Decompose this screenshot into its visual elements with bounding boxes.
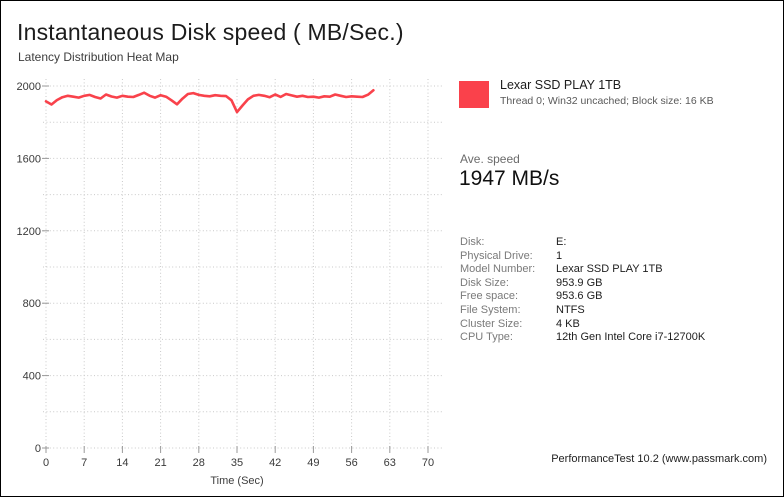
disk-info-value: NTFS [556,303,585,316]
x-tick-label: 14 [116,457,128,469]
y-tick-label: 800 [23,298,41,310]
y-tick-label: 400 [23,371,41,383]
legend-series-title: Lexar SSD PLAY 1TB [500,78,622,92]
disk-info-label: Disk: [460,236,485,248]
disk-info-label: Disk Size: [460,276,509,289]
legend-series-subtitle: Thread 0; Win32 uncached; Block size: 16… [500,95,714,107]
y-tick-label: 0 [35,443,41,455]
y-tick-label: 1200 [17,226,41,238]
disk-info-value: E: [556,236,567,248]
disk-info-value: Lexar SSD PLAY 1TB [556,263,663,276]
disk-info-value: 12th Gen Intel Core i7-12700K [556,331,706,344]
x-tick-label: 56 [345,457,357,469]
disk-info-label: CPU Type: [460,331,513,344]
x-tick-label: 28 [193,457,205,469]
x-tick-label: 70 [422,457,434,469]
y-tick-label: 2000 [17,81,41,93]
disk-speed-chart: 0 400 800 1200 1600 2000 0 7 14 21 28 35 42 49 56 63 70 T… [17,79,444,487]
disk-info-value: 953.9 GB [556,276,603,289]
disk-info-table: Disk: E: Physical Drive: 1 Model Number: Lexa… [460,236,705,345]
x-tick-label: 7 [81,457,87,469]
x-tick-label: 0 [43,457,49,469]
disk-info-label: Cluster Size: [460,317,523,330]
legend-color-swatch [459,81,489,108]
disk-info-value: 1 [556,249,563,262]
x-axis-title: Time (Sec) [210,475,263,487]
disk-info-label: Free space: [460,290,519,303]
speed-line-series [44,88,375,114]
average-speed-value: 1947 MB/s [459,167,560,190]
x-tick-label: 21 [154,457,166,469]
disk-info-label: File System: [460,303,521,316]
disk-info-label: Physical Drive: [460,249,533,262]
disk-info-label: Model Number: [460,263,536,276]
app-version-footer: PerformanceTest 10.2 (www.passmark.com) [551,453,767,465]
page-subtitle: Latency Distribution Heat Map [18,50,179,64]
disk-info-value: 4 KB [556,317,580,330]
page-title: Instantaneous Disk speed ( MB/Sec.) [17,19,404,45]
y-tick-label: 1600 [17,153,41,165]
x-tick-label: 42 [269,457,281,469]
x-tick-label: 35 [231,457,243,469]
disk-info-value: 953.6 GB [556,290,603,303]
average-speed-label: Ave. speed [460,152,520,166]
x-tick-label: 63 [384,457,396,469]
x-tick-label: 49 [307,457,319,469]
